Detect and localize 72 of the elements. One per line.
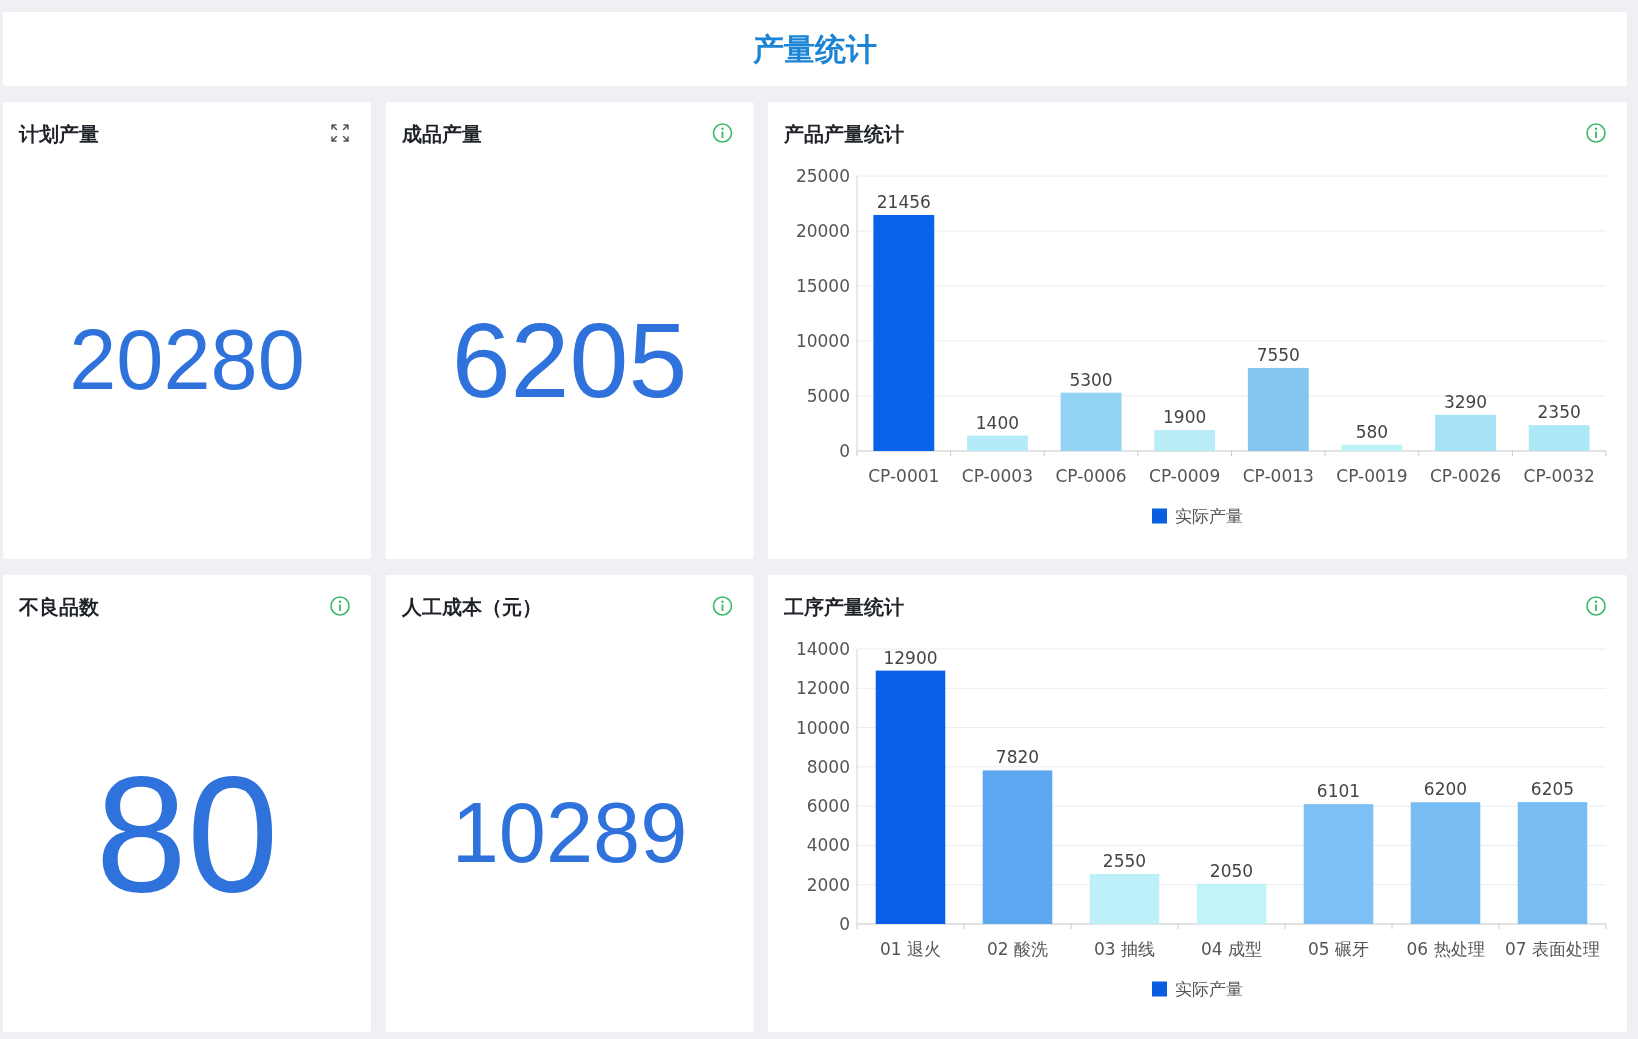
y-tick-label: 14000 [795, 639, 850, 659]
bar [967, 435, 1028, 451]
data-label: 2550 [1102, 850, 1147, 871]
x-tick-label: CP-0003 [961, 466, 1034, 486]
data-label: 7820 [995, 747, 1040, 768]
y-tick-label: 6000 [806, 796, 850, 817]
data-label: 7550 [1256, 344, 1300, 365]
data-label: 580 [1355, 421, 1389, 442]
data-label: 2050 [1209, 860, 1254, 881]
y-tick-label: 20000 [795, 221, 850, 241]
data-label: 6101 [1316, 781, 1361, 802]
bar [875, 670, 946, 924]
x-tick-label: 03 抽线 [1093, 939, 1156, 959]
chart-title: 工序产量统计 [783, 595, 904, 619]
y-tick-label: 5000 [806, 386, 850, 406]
chart-title: 产品产量统计 [783, 122, 904, 146]
text: 产量统计 [752, 31, 877, 67]
y-tick-label: 25000 [795, 166, 850, 186]
bar [1154, 430, 1216, 451]
y-tick-label: 4000 [806, 835, 850, 856]
data-label: 1900 [1163, 407, 1207, 428]
data-label: 12900 [883, 647, 938, 668]
y-tick-label: 10000 [795, 717, 850, 738]
x-tick-label: CP-0006 [1055, 466, 1127, 486]
x-tick-label: CP-0001 [868, 466, 940, 486]
x-tick-label: 04 成型 [1200, 939, 1263, 959]
data-label: 3290 [1443, 391, 1488, 412]
x-tick-label: 05 碾牙 [1307, 939, 1370, 959]
bar [982, 770, 1053, 924]
y-tick-label: 10000 [795, 331, 850, 351]
data-label: 2350 [1537, 402, 1581, 423]
x-tick-label: 01 退火 [879, 939, 942, 959]
data-label: 6205 [1530, 779, 1575, 800]
bar [1196, 883, 1267, 924]
y-tick-label: 8000 [806, 756, 850, 777]
data-label: 6200 [1423, 779, 1468, 800]
text: 成品产量 [400, 122, 482, 146]
bar [1517, 802, 1588, 924]
x-tick-label: CP-0019 [1336, 466, 1408, 486]
x-tick-label: CP-0009 [1149, 466, 1221, 486]
bar [1341, 444, 1403, 451]
data-label: 80 [95, 741, 279, 926]
text: 不良品数 [18, 595, 100, 619]
y-tick-label: 12000 [795, 678, 850, 699]
data-label: 6205 [451, 300, 688, 419]
bar [873, 214, 935, 451]
y-tick-label: 15000 [795, 276, 850, 296]
data-label: 1400 [975, 412, 1020, 433]
x-tick-label: 02 酸洗 [986, 939, 1049, 959]
data-label: 5300 [1069, 369, 1113, 390]
y-tick-label: 2000 [806, 874, 850, 895]
bar [1089, 873, 1160, 924]
x-tick-label: 06 热处理 [1406, 939, 1485, 959]
x-tick-label: 07 表面处理 [1504, 939, 1601, 959]
bar [1060, 392, 1122, 451]
bar [1247, 367, 1309, 451]
text: 人工成本（元） [400, 595, 542, 619]
data-label: 21456 [876, 191, 931, 212]
bar [1528, 425, 1590, 451]
y-tick-label: 0 [839, 914, 850, 934]
bar [1303, 804, 1374, 924]
legend-label: 实际产量 [1175, 979, 1243, 999]
data-label: 20280 [69, 312, 305, 408]
legend-label: 实际产量 [1175, 506, 1243, 526]
data-label: 10289 [451, 785, 688, 881]
text: 计划产量 [18, 122, 99, 146]
x-tick-label: CP-0026 [1429, 466, 1502, 486]
bar [1410, 802, 1481, 924]
y-tick-label: 0 [839, 441, 850, 461]
bar [1435, 414, 1496, 451]
x-tick-label: CP-0013 [1242, 466, 1314, 486]
x-tick-label: CP-0032 [1523, 466, 1595, 486]
